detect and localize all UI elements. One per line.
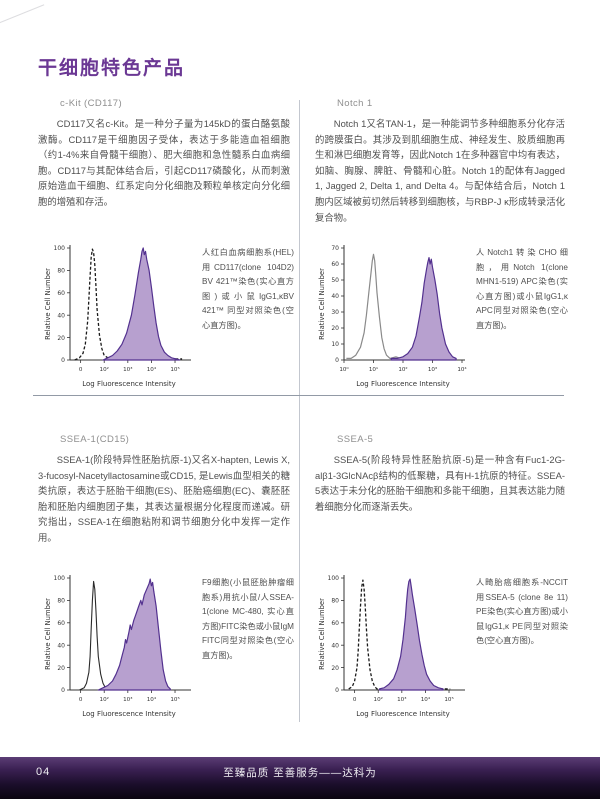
svg-text:70: 70 <box>331 245 339 252</box>
section-body-notch1: Notch 1又名TAN-1，是一种能调节多种细胞系分化存活的跨膜蛋白。其涉及到… <box>315 118 566 223</box>
section-header-ckit: c-Kit (CD117) <box>60 98 123 109</box>
svg-text:10²: 10² <box>100 696 109 703</box>
svg-text:20: 20 <box>331 325 339 332</box>
chart-annotation-ckit: 人红白血病细胞系(HEL)用CD117(clone 104D2) BV 421™… <box>202 248 294 330</box>
svg-text:40: 40 <box>331 293 339 300</box>
section-ssea1: SSEA-1(CD15) SSEA-1(阶段特异性胚胎抗原-1)又名X-hapt… <box>38 434 290 546</box>
section-ckit: c-Kit (CD117) CD117又名c-Kit。是一种分子量为145kD的… <box>38 98 290 210</box>
chart-block-ssea1: 0 20 40 60 80 100 0 10² 10³ 10⁴ 10⁵ Relative Cell N… <box>42 570 294 720</box>
svg-text:10⁴: 10⁴ <box>457 366 467 373</box>
footer-slogan: 至臻品质 至善服务——达科为 <box>223 766 377 779</box>
svg-text:0: 0 <box>353 697 357 703</box>
svg-text:10²: 10² <box>398 366 407 373</box>
section-header-ssea1: SSEA-1(CD15) <box>60 434 130 445</box>
flow-histogram-ssea5: 0 20 40 60 80 100 0 10² 10³ 10⁴ 10⁵ Relative Cell N… <box>318 575 465 718</box>
svg-text:20: 20 <box>57 335 65 342</box>
svg-text:Relative Cell Number: Relative Cell Number <box>44 598 52 670</box>
svg-text:0: 0 <box>61 357 65 364</box>
svg-text:Log Fluorescence Intensity: Log Fluorescence Intensity <box>82 710 176 718</box>
svg-text:10⁵: 10⁵ <box>170 366 179 373</box>
svg-text:10⁵: 10⁵ <box>444 696 453 703</box>
svg-text:60: 60 <box>57 290 65 297</box>
svg-text:40: 40 <box>57 642 65 649</box>
section-notch1: Notch 1 Notch 1又名TAN-1，是一种能调节多种细胞系分化存活的跨… <box>315 98 565 225</box>
svg-text:10⁴: 10⁴ <box>421 696 431 703</box>
svg-text:60: 60 <box>331 620 339 627</box>
svg-text:20: 20 <box>331 665 339 672</box>
page-title: 干细胞特色产品 <box>38 57 186 79</box>
section-header-notch1: Notch 1 <box>337 98 373 109</box>
svg-text:50: 50 <box>331 277 339 284</box>
svg-text:10³: 10³ <box>397 696 406 703</box>
svg-text:60: 60 <box>331 261 339 268</box>
page-footer: 04 至臻品质 至善服务——达科为 <box>0 757 600 799</box>
svg-text:60: 60 <box>57 620 65 627</box>
svg-text:100: 100 <box>54 245 66 252</box>
svg-text:10: 10 <box>331 341 339 348</box>
svg-text:10¹: 10¹ <box>369 366 378 373</box>
chart-annotation-ssea1: F9细胞(小鼠胚胎肿瘤细胞系)用抗小鼠/人SSEA-1(clone MC-480… <box>202 578 294 660</box>
column-divider <box>299 100 300 722</box>
page-corner-decoration <box>0 4 45 25</box>
svg-text:Log Fluorescence Intensity: Log Fluorescence Intensity <box>82 380 176 388</box>
chart-block-ssea5: 0 20 40 60 80 100 0 10² 10³ 10⁴ 10⁵ Relative Cell N… <box>316 570 568 720</box>
chart-annotation-notch1: 人Notch1转染CHO细胞，用Notch 1(clone MHN1-519) … <box>476 248 568 330</box>
svg-text:Relative Cell Number: Relative Cell Number <box>318 268 326 340</box>
flow-histogram-notch1: 0 10 20 30 40 50 60 70 10⁰ 10¹ 10² 10³ 10⁴ Relative C… <box>318 245 467 388</box>
flow-histogram-ssea1: 0 20 40 60 80 100 0 10² 10³ 10⁴ 10⁵ Relative Cell N… <box>44 575 191 718</box>
svg-text:0: 0 <box>335 357 339 364</box>
svg-text:10⁵: 10⁵ <box>170 696 179 703</box>
svg-text:0: 0 <box>79 697 83 703</box>
svg-text:20: 20 <box>57 665 65 672</box>
svg-text:100: 100 <box>328 575 340 582</box>
svg-text:10²: 10² <box>374 696 383 703</box>
section-header-ssea5: SSEA-5 <box>337 434 374 445</box>
svg-text:Log Fluorescence Intensity: Log Fluorescence Intensity <box>356 710 450 718</box>
section-body-ckit: CD117又名c-Kit。是一种分子量为145kD的蛋白酪氨酸激酶。CD117是… <box>38 118 290 207</box>
svg-text:10³: 10³ <box>123 696 132 703</box>
section-ssea5: SSEA-5 SSEA-5(阶段特异性胚胎抗原-5)是一种含有Fuc1-2G-a… <box>315 434 565 514</box>
section-body-ssea1: SSEA-1(阶段特异性胚胎抗原-1)又名X-hapten, Lewis X, … <box>38 454 290 543</box>
svg-text:80: 80 <box>331 598 339 605</box>
svg-text:10⁰: 10⁰ <box>339 366 349 373</box>
page-number: 04 <box>36 766 51 778</box>
chart-annotation-ssea5: 人畸胎癌细胞系-NCCIT用SSEA-5 (clone 8e 11) PE染色(… <box>476 578 568 646</box>
svg-text:10⁴: 10⁴ <box>147 366 157 373</box>
svg-text:0: 0 <box>335 687 339 694</box>
svg-text:Relative Cell Number: Relative Cell Number <box>44 268 52 340</box>
svg-text:0: 0 <box>61 687 65 694</box>
svg-text:0: 0 <box>79 367 83 373</box>
flow-histogram-ckit: 0 20 40 60 80 100 0 10² 10³ 10⁴ 10⁵ Relative Cell N… <box>44 245 191 388</box>
chart-block-notch1: 0 10 20 30 40 50 60 70 10⁰ 10¹ 10² 10³ 10⁴ Relative C… <box>316 240 568 390</box>
svg-text:Log Fluorescence Intensity: Log Fluorescence Intensity <box>356 380 450 388</box>
svg-text:10²: 10² <box>100 366 109 373</box>
svg-text:100: 100 <box>54 575 66 582</box>
section-body-ssea5: SSEA-5(阶段特异性胚胎抗原-5)是一种含有Fuc1-2G-alβ1-3Gl… <box>315 454 565 512</box>
svg-text:Relative Cell Number: Relative Cell Number <box>318 598 326 670</box>
svg-text:40: 40 <box>57 312 65 319</box>
svg-text:10⁴: 10⁴ <box>147 696 157 703</box>
svg-text:80: 80 <box>57 598 65 605</box>
svg-text:10³: 10³ <box>428 366 437 373</box>
chart-block-ckit: 0 20 40 60 80 100 0 10² 10³ 10⁴ 10⁵ Relative Cell N… <box>42 240 294 390</box>
svg-text:40: 40 <box>331 642 339 649</box>
svg-text:30: 30 <box>331 309 339 316</box>
svg-text:80: 80 <box>57 268 65 275</box>
svg-text:10³: 10³ <box>123 366 132 373</box>
row-divider <box>33 395 564 396</box>
